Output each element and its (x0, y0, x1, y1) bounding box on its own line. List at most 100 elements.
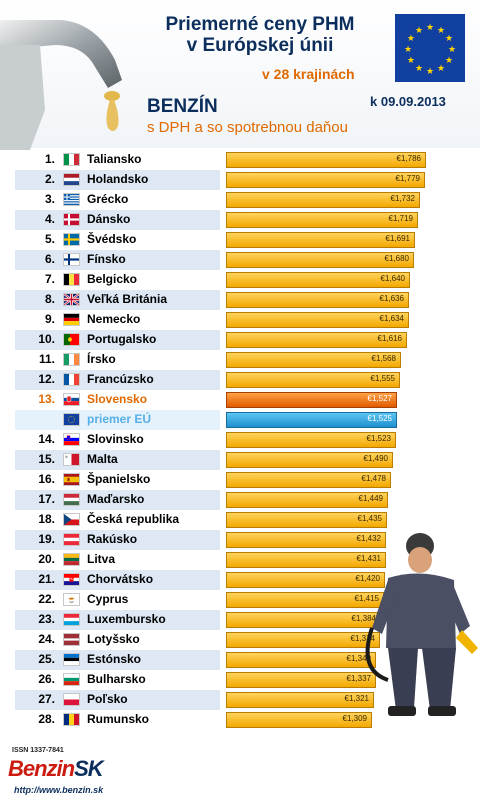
country-row: 20. Litva €1,431 (15, 550, 460, 570)
tax-note: s DPH a so spotrebnou daňou (147, 119, 348, 136)
ro-flag-icon (63, 713, 80, 726)
price-label: €1,490 (363, 454, 388, 463)
price-bar: €1,691 (226, 232, 415, 248)
rank-label: 1. (44, 152, 55, 166)
de-flag-icon (63, 313, 80, 326)
price-bar: €1,337 (226, 672, 376, 688)
svg-text:★: ★ (407, 33, 415, 43)
rank-label: 13. (38, 392, 55, 406)
price-label: €1,616 (377, 334, 402, 343)
rank-label: 22. (38, 592, 55, 606)
si-flag-icon (63, 433, 80, 446)
country-name: Poľsko (87, 692, 128, 706)
price-label: €1,384 (351, 614, 376, 623)
mt-flag-icon (63, 453, 80, 466)
title-line-2: v Európskej únii (186, 35, 334, 56)
cy-flag-icon (63, 593, 80, 606)
rank-label: 24. (38, 632, 55, 646)
rank-label: 16. (38, 472, 55, 486)
price-bar: €1,786 (226, 152, 426, 168)
country-row: 12. Francúzsko €1,555 (15, 370, 460, 390)
price-label: €1,431 (356, 554, 381, 563)
price-label: €1,634 (379, 314, 404, 323)
eu-average-row: priemer EÚ €1,525 (15, 410, 460, 430)
country-row: 28. Rumunsko €1,309 (15, 710, 460, 730)
country-row: 16. Španielsko €1,478 (15, 470, 460, 490)
rank-label: 3. (44, 192, 55, 206)
rank-label: 9. (44, 312, 55, 326)
rank-label: 15. (38, 452, 55, 466)
country-name: Cyprus (87, 592, 129, 606)
price-bar: €1,435 (226, 512, 387, 528)
country-name: Lotyšsko (87, 632, 140, 646)
page-title: Priemerné ceny PHM v Európskej únii (130, 14, 390, 56)
country-name: Veľká Británia (87, 292, 167, 306)
country-name: Nemecko (87, 312, 141, 326)
price-label: €1,636 (379, 294, 404, 303)
price-bar: €1,680 (226, 252, 414, 268)
price-bar: €1,634 (226, 312, 409, 328)
country-name: Portugalsko (87, 332, 157, 346)
svg-text:★: ★ (437, 25, 445, 35)
country-name: priemer EÚ (87, 412, 152, 426)
country-row: 24. Lotyšsko €1,374 (15, 630, 460, 650)
country-name: Španielsko (87, 472, 151, 486)
price-bar: €1,420 (226, 572, 385, 588)
country-name: Česká republika (87, 512, 180, 526)
svg-text:★: ★ (426, 66, 434, 76)
issn-label: ISSN 1337-7841 (12, 747, 64, 754)
price-label: €1,420 (355, 574, 380, 583)
svg-text:★: ★ (445, 33, 453, 43)
price-label: €1,340 (346, 654, 371, 663)
svg-text:★: ★ (437, 63, 445, 73)
country-name: Chorvátsko (87, 572, 154, 586)
rank-label: 4. (44, 212, 55, 226)
price-label: €1,321 (344, 694, 369, 703)
price-label: €1,732 (390, 194, 415, 203)
price-label: €1,432 (356, 534, 381, 543)
price-label: €1,309 (342, 714, 367, 723)
svg-text:★: ★ (445, 55, 453, 65)
rank-label: 27. (38, 692, 55, 706)
rank-label: 12. (38, 372, 55, 386)
rank-label: 2. (44, 172, 55, 186)
website-link[interactable]: http://www.benzin.sk (14, 785, 104, 795)
rank-label: 21. (38, 572, 55, 586)
country-row: 10. Portugalsko €1,616 (15, 330, 460, 350)
country-name: Belgicko (87, 272, 138, 286)
country-row: 21. Chorvátsko €1,420 (15, 570, 460, 590)
price-label: €1,568 (371, 354, 396, 363)
country-row: 11. Írsko €1,568 (15, 350, 460, 370)
rank-label: 28. (38, 712, 55, 726)
lu-flag-icon (63, 613, 80, 626)
country-name: Luxembursko (87, 612, 166, 626)
country-name: Grécko (87, 192, 129, 206)
country-row: 23. Luxembursko €1,384 (15, 610, 460, 630)
price-bar: €1,616 (226, 332, 407, 348)
lv-flag-icon (63, 633, 80, 646)
price-bar: €1,431 (226, 552, 386, 568)
country-row: 15. Malta €1,490 (15, 450, 460, 470)
country-name: Estónsko (87, 652, 142, 666)
price-bar: €1,415 (226, 592, 384, 608)
svg-text:★: ★ (407, 55, 415, 65)
country-name: Švédsko (87, 232, 137, 246)
country-row: 18. Česká republika €1,435 (15, 510, 460, 530)
price-bar: €1,640 (226, 272, 410, 288)
benzinsk-logo: BenzinSK (8, 756, 104, 782)
price-label: €1,523 (366, 434, 391, 443)
rank-label: 6. (44, 252, 55, 266)
svg-text:★: ★ (404, 44, 412, 54)
country-name: Bulharsko (87, 672, 146, 686)
fuel-nozzle-image (0, 20, 122, 150)
rank-label: 11. (38, 352, 55, 366)
rank-label: 19. (38, 532, 55, 546)
logo-part-benzin: Benzin (8, 756, 75, 781)
price-bar: €1,732 (226, 192, 420, 208)
fr-flag-icon (63, 373, 80, 386)
price-bar: €1,321 (226, 692, 374, 708)
date-label: k 09.09.2013 (370, 94, 446, 109)
price-bar: €1,490 (226, 452, 393, 468)
country-name: Maďarsko (87, 492, 145, 506)
price-label: €1,435 (357, 514, 382, 523)
